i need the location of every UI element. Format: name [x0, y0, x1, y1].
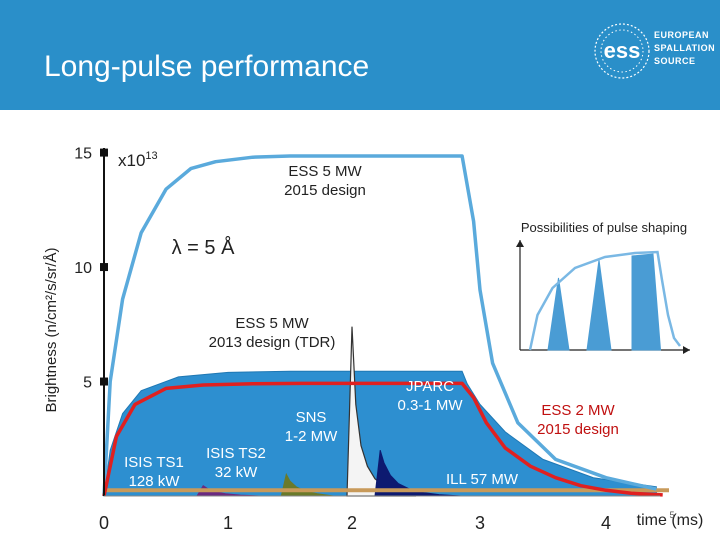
axis-layer: 5 10 15 0 1 2 3 4 time (ms) x1013 Brightness (n/cm…	[43, 146, 703, 533]
annotation-isis-ts1-line-1: ISIS TS1	[124, 454, 184, 471]
inset-pulse-curve-1	[528, 250, 681, 351]
annotation-jparc-line-1: JPARC	[406, 378, 454, 395]
slide-title: Long-pulse performance	[44, 50, 370, 83]
y-tick-label-10: 10	[74, 260, 92, 277]
inset-slice-2	[586, 259, 612, 351]
annotation-ess2013-line-2: 2013 design (TDR)	[209, 334, 336, 351]
y-axis-title: Brightness (n/cm²/s/sr/Å)	[43, 247, 60, 412]
annotation-ess2mw-line-2: 2015 design	[537, 421, 619, 438]
inset-y-arrow	[516, 240, 524, 247]
annotation-ess2015-line-1: ESS 5 MW	[288, 163, 362, 180]
inset-slice-1	[547, 277, 570, 351]
y-tick-label-5: 5	[83, 375, 92, 392]
series-layer	[102, 154, 669, 497]
x-tick-label-4: 4	[601, 513, 611, 533]
logo-line-2: SPALLATION	[654, 43, 716, 53]
x-tick-label-2: 2	[347, 513, 357, 533]
inset-layer: Possibilities of pulse shaping	[516, 220, 690, 354]
series-sns-spike	[374, 450, 461, 497]
x-axis-title: time (ms)	[637, 512, 704, 529]
x-tick-label-3: 3	[475, 513, 485, 533]
y-tick-label-15: 15	[74, 146, 92, 163]
ess-logo-icon: ess	[594, 23, 650, 79]
logo-line-3: SOURCE	[654, 56, 696, 66]
logo-line-1: EUROPEAN	[654, 30, 710, 40]
x-tick-label-0: 0	[99, 513, 109, 533]
y-multiplier-label: x1013	[118, 150, 158, 170]
annotation-isis-ts2-line-2: 32 kW	[215, 464, 258, 481]
logo-text: EUROPEAN SPALLATION SOURCE	[654, 29, 715, 68]
inset-title: Possibilities of pulse shaping	[521, 220, 687, 235]
series-ess-2mw-line	[102, 381, 663, 497]
x-tick-label-1: 1	[223, 513, 233, 533]
annotation-isis-ts2-line-1: ISIS TS2	[206, 445, 266, 462]
series-ess-2013-area	[103, 370, 657, 497]
slide-header: Long-pulse performance ess EUROPEAN SPAL…	[0, 0, 720, 110]
annotation-ess2mw-line-1: ESS 2 MW	[541, 402, 615, 419]
series-ess-2015-line	[102, 154, 657, 497]
wavelength-label: λ = 5 Å	[172, 236, 235, 259]
annotation-ess2015-line-2: 2015 design	[284, 182, 366, 199]
annotation-ess2013-line-1: ESS 5 MW	[235, 315, 309, 332]
annotation-ill-line-1: ILL 57 MW	[446, 471, 519, 488]
page-number: 5	[669, 510, 674, 520]
inset-slice-3	[631, 253, 662, 351]
y-tick-mark-5	[100, 377, 108, 386]
annotation-isis-ts1-line-2: 128 kW	[129, 473, 181, 490]
annotation-jparc-line-2: 0.3-1 MW	[397, 397, 463, 414]
y-tick-mark-10	[100, 263, 108, 272]
inset-x-arrow	[683, 346, 690, 354]
annotation-sns-line-2: 1-2 MW	[285, 428, 338, 445]
label-layer: ESS 5 MW 2015 design ESS 5 MW 2013 design (…	[124, 163, 619, 490]
y-tick-mark-15	[100, 148, 108, 157]
annotation-sns-line-1: SNS	[296, 409, 327, 426]
logo-mark: ess	[604, 38, 641, 63]
